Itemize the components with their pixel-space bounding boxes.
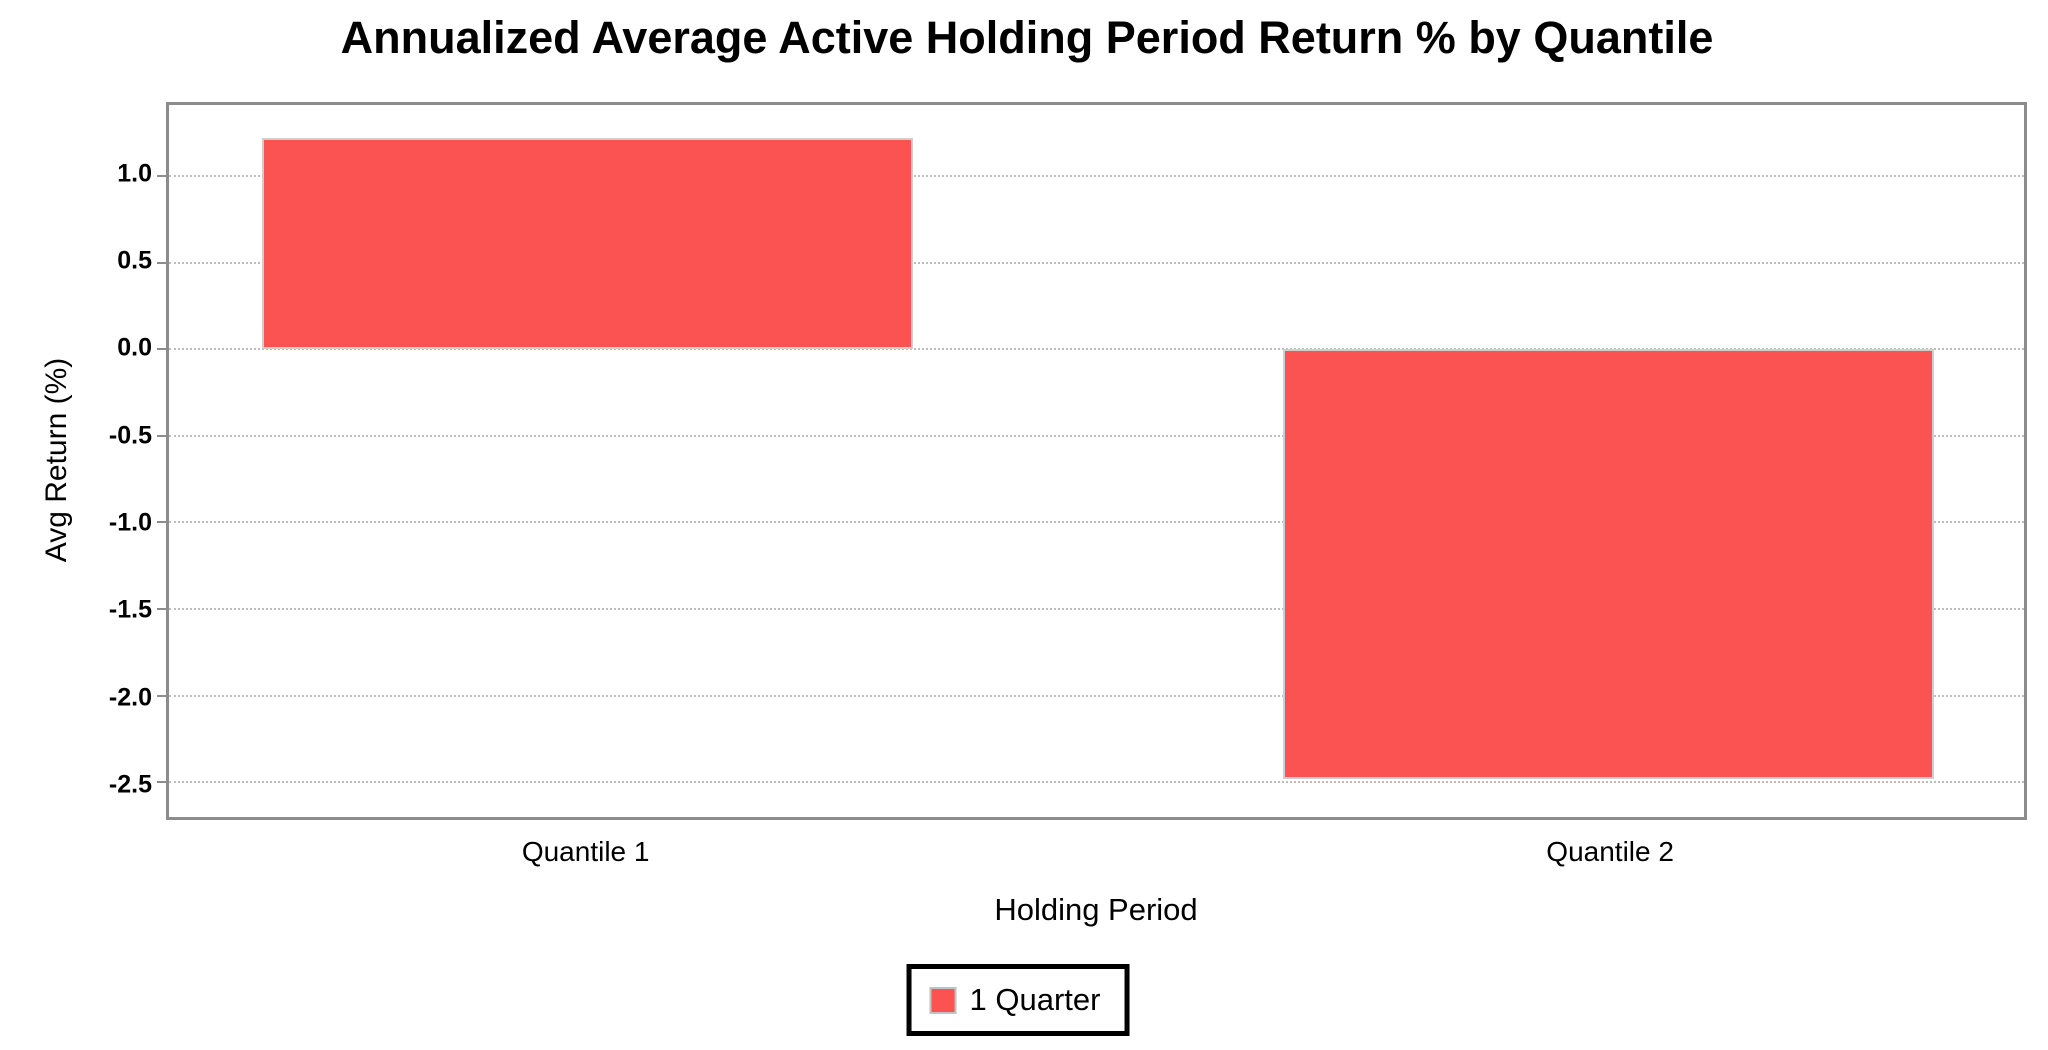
x-category-label: Quantile 1 bbox=[521, 836, 650, 867]
y-tick-label: -1.0 bbox=[108, 508, 152, 537]
gridline bbox=[169, 781, 2024, 784]
y-tick-mark bbox=[157, 781, 166, 784]
y-tick-label: -2.0 bbox=[108, 683, 152, 712]
y-tick-mark bbox=[157, 348, 166, 351]
gridline bbox=[169, 348, 2024, 351]
chart-title: Annualized Average Active Holding Period… bbox=[340, 12, 1714, 63]
y-tick-label: 0.0 bbox=[117, 333, 152, 362]
y-tick-label: -1.5 bbox=[108, 595, 152, 624]
y-tick-mark bbox=[157, 694, 166, 697]
y-tick-mark bbox=[157, 261, 166, 264]
x-axis-title: Holding Period bbox=[994, 892, 1198, 927]
gridline bbox=[169, 694, 2024, 697]
y-tick-mark bbox=[157, 175, 166, 178]
x-category-label: Quantile 2 bbox=[1546, 836, 1674, 867]
gridline bbox=[169, 261, 2024, 264]
bar-quantile-1 bbox=[261, 137, 913, 350]
y-tick-label: -2.5 bbox=[108, 770, 152, 799]
x-category-labels: Quantile 1 Quantile 2 bbox=[166, 836, 2027, 870]
y-tick-label: -0.5 bbox=[108, 421, 152, 450]
gridline bbox=[169, 608, 2024, 611]
bar-quantile-2 bbox=[1282, 349, 1935, 779]
gridline bbox=[169, 175, 2024, 178]
y-tick-mark bbox=[157, 521, 166, 524]
legend-swatch-icon bbox=[929, 986, 957, 1014]
y-tick-mark bbox=[157, 434, 166, 437]
gridline bbox=[169, 434, 2024, 437]
y-tick-mark bbox=[157, 608, 166, 611]
legend-label: 1 Quarter bbox=[969, 982, 1101, 1017]
y-tick-label: 0.5 bbox=[117, 246, 152, 275]
legend: 1 Quarter bbox=[906, 964, 1130, 1036]
y-tick-label: 1.0 bbox=[117, 159, 152, 188]
plot-area bbox=[157, 102, 2027, 820]
y-axis-labels: 1.0 0.5 0.0 -0.5 -1.0 -1.5 -2.0 -2.5 bbox=[0, 102, 152, 820]
gridline bbox=[169, 521, 2024, 524]
